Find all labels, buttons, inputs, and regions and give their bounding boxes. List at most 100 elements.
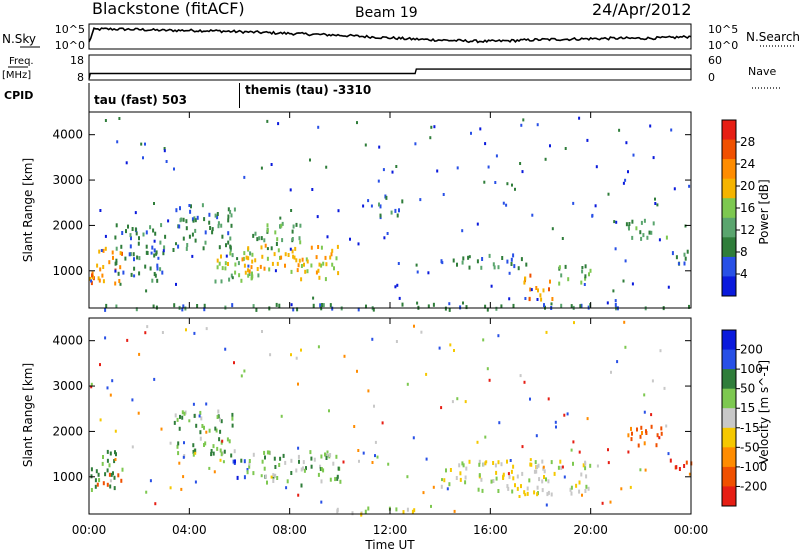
- scatter-cell: [315, 270, 318, 275]
- noise-cell: [508, 297, 511, 301]
- scatter-cell: [138, 256, 141, 261]
- scatter-cell: [512, 476, 515, 481]
- scatter-cell: [221, 266, 224, 271]
- noise-cell: [524, 297, 527, 300]
- velocity-colorbar-ticks: 200 100 50 15 -15 -50 -100 -200: [736, 343, 767, 493]
- scatter-cell: [516, 486, 519, 491]
- noise-cell: [182, 475, 185, 479]
- noise-cell: [114, 269, 117, 273]
- colorbar-swatch: [722, 198, 736, 219]
- scatter-cell: [184, 410, 187, 415]
- scatter-cell: [296, 307, 299, 312]
- scatter-cell: [589, 268, 592, 273]
- noise-cell: [429, 136, 432, 140]
- noise-cell: [297, 493, 300, 497]
- scatter-cell: [482, 462, 485, 467]
- noise-cell: [225, 254, 228, 258]
- scatter-cell: [104, 307, 107, 312]
- noise-cell: [484, 435, 487, 439]
- noise-cell: [320, 500, 323, 504]
- scatter-cell: [263, 238, 266, 243]
- scatter-cell: [550, 492, 553, 497]
- noise-cell: [180, 487, 183, 491]
- scatter-cell: [133, 266, 136, 271]
- scatter-cell: [175, 208, 178, 213]
- scatter-cell: [156, 266, 159, 271]
- noise-cell: [326, 235, 329, 239]
- noise-cell: [688, 184, 691, 188]
- scatter-cell: [320, 245, 323, 250]
- noise-cell: [153, 239, 156, 243]
- velocity-panel-background: [89, 318, 691, 514]
- noise-cell: [656, 203, 659, 207]
- scatter-cell: [570, 485, 573, 490]
- noise-cell: [104, 234, 107, 238]
- scatter-cell: [465, 305, 468, 310]
- scatter-cell: [336, 474, 339, 479]
- scatter-cell: [303, 262, 305, 267]
- scatter-cell: [219, 448, 222, 453]
- colorbar-swatch: [722, 427, 736, 448]
- scatter-cell: [324, 452, 326, 457]
- noise-cell: [667, 285, 670, 289]
- scatter-cell: [335, 454, 338, 459]
- scatter-cell: [248, 464, 251, 469]
- noise-cell: [572, 440, 575, 444]
- scatter-cell: [464, 480, 467, 485]
- scatter-cell: [210, 449, 213, 453]
- scatter-cell: [627, 433, 630, 438]
- scatter-cell: [337, 271, 340, 276]
- noise-cell: [290, 209, 293, 212]
- scatter-cell: [138, 236, 140, 241]
- noise-cell: [482, 338, 485, 342]
- scatter-cell: [274, 230, 277, 235]
- noise-cell: [167, 219, 170, 223]
- scatter-cell: [227, 231, 230, 236]
- scatter-cell: [476, 259, 479, 264]
- scatter-cell: [219, 429, 222, 434]
- noise-cell: [441, 261, 444, 265]
- scatter-cell: [181, 410, 184, 415]
- y-tick-label: 3000: [52, 379, 83, 393]
- noise-cell: [260, 474, 263, 478]
- scatter-cell: [259, 264, 262, 269]
- scatter-cell: [226, 437, 229, 442]
- scatter-cell: [265, 474, 267, 479]
- scatter-cell: [507, 486, 510, 491]
- scatter-cell: [652, 221, 655, 226]
- scatter-cell: [211, 230, 214, 235]
- noise-cell: [383, 236, 386, 240]
- x-tick-label: 00:00: [72, 523, 107, 537]
- noise-cell: [607, 461, 610, 465]
- scatter-cell: [332, 461, 335, 466]
- scatter-cell: [291, 237, 294, 241]
- scatter-cell: [367, 506, 370, 511]
- scatter-cell: [492, 461, 495, 465]
- scatter-cell: [248, 461, 251, 466]
- scatter-cell: [221, 234, 224, 239]
- scatter-cell: [325, 456, 328, 460]
- noise-cell: [523, 380, 526, 384]
- scatter-cell: [488, 253, 491, 258]
- scatter-cell: [275, 302, 278, 307]
- noise-cell: [309, 158, 311, 162]
- scatter-cell: [331, 262, 334, 267]
- noise-cell: [161, 331, 164, 334]
- scatter-cell: [268, 267, 271, 272]
- date-title: 24/Apr/2012: [592, 0, 692, 19]
- scatter-cell: [512, 464, 515, 469]
- scatter-cell: [584, 264, 587, 269]
- scatter-cell: [501, 256, 504, 260]
- scatter-cell: [292, 254, 295, 259]
- x-tick-label: 12:00: [373, 523, 408, 537]
- noise-cell: [586, 138, 589, 142]
- noise-cell: [566, 412, 569, 416]
- scatter-cell: [102, 455, 104, 459]
- scatter-cell: [229, 244, 232, 249]
- power-y-axis-title: Slant Range [km]: [21, 158, 35, 262]
- scatter-cell: [448, 482, 451, 487]
- scatter-cell: [637, 443, 640, 448]
- scatter-cell: [480, 477, 483, 482]
- scatter-cell: [514, 483, 516, 488]
- noise-cell: [317, 125, 320, 129]
